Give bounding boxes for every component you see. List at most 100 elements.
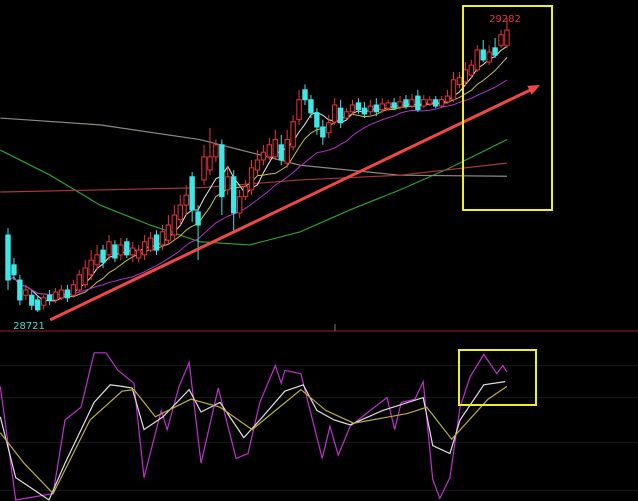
indicator-line-2 <box>0 381 506 501</box>
high-price-label: 29282 <box>489 14 521 25</box>
candle-body <box>355 102 362 111</box>
candle <box>474 45 480 72</box>
candle <box>5 228 11 290</box>
candle <box>153 230 160 255</box>
candle <box>17 274 23 306</box>
candle <box>64 284 71 303</box>
candle <box>23 284 29 300</box>
candle-body <box>189 176 195 211</box>
highlight-box-indicator <box>458 349 537 406</box>
candle-body <box>147 237 154 251</box>
low-price-label: 28721 <box>13 321 45 332</box>
candle <box>130 241 136 263</box>
ma20-line <box>7 79 508 296</box>
candle <box>492 37 498 58</box>
candle-body <box>456 77 463 86</box>
candle <box>385 99 391 111</box>
candle <box>504 17 510 48</box>
candle-body <box>207 156 213 171</box>
candle-body <box>106 241 112 256</box>
candle <box>486 45 492 66</box>
candle-body <box>141 241 148 256</box>
candle <box>498 30 504 48</box>
candle <box>141 234 148 261</box>
candle-body <box>248 167 255 191</box>
candle <box>242 179 249 200</box>
candle <box>343 108 350 120</box>
candle <box>35 295 41 312</box>
candle-body <box>421 99 427 107</box>
candle <box>421 95 427 109</box>
long-moving-average-line <box>0 117 507 177</box>
candle-body <box>130 247 136 256</box>
candle-body <box>308 99 314 114</box>
candle <box>219 139 225 216</box>
price-panel <box>0 17 541 322</box>
candle-body <box>17 279 23 301</box>
candle <box>94 244 100 271</box>
candle-body <box>40 297 47 306</box>
candle-body <box>272 139 279 158</box>
candle-body <box>337 107 344 124</box>
candle <box>82 260 88 288</box>
candle <box>112 240 118 263</box>
candle-body <box>23 289 29 296</box>
candle-body <box>278 144 284 161</box>
candle-body <box>343 111 350 119</box>
candle <box>450 71 457 102</box>
candle-body <box>29 294 35 306</box>
candle <box>320 119 326 145</box>
trend-arrow-head <box>527 85 541 95</box>
candle-body <box>492 47 498 56</box>
candle-body <box>46 294 53 301</box>
candle-body <box>367 105 374 113</box>
candle-body <box>135 249 142 259</box>
candle <box>391 98 397 110</box>
candle <box>183 185 189 216</box>
candle-body <box>320 126 326 138</box>
candle-body <box>284 139 290 164</box>
candle-body <box>438 99 445 107</box>
trend-arrow-line <box>49 87 533 322</box>
candle <box>213 139 219 163</box>
candle-body <box>225 176 231 191</box>
candle <box>231 169 237 233</box>
candle <box>11 258 17 281</box>
candle <box>284 129 290 168</box>
candle <box>177 195 183 225</box>
candle-body <box>64 289 71 299</box>
candle-body <box>236 196 243 214</box>
candle <box>135 244 142 263</box>
candle <box>52 287 59 304</box>
candle-body <box>183 194 189 206</box>
candle <box>195 205 201 261</box>
candle <box>266 137 273 161</box>
candle-body <box>177 204 183 221</box>
candle <box>147 231 154 253</box>
candle-body <box>5 234 11 281</box>
candle <box>397 96 403 110</box>
candle <box>468 59 475 78</box>
candle <box>379 98 385 113</box>
candle <box>314 108 320 135</box>
candle <box>438 96 445 109</box>
indicator-line-1 <box>0 352 508 501</box>
candle-body <box>468 64 475 76</box>
candle <box>159 224 166 251</box>
candle-body <box>444 95 451 103</box>
candle <box>207 128 213 176</box>
candle <box>58 284 65 300</box>
candle-body <box>415 95 421 111</box>
candle-body <box>159 231 166 246</box>
indicator-line-3 <box>0 385 508 495</box>
candle-body <box>432 99 439 107</box>
candle <box>456 71 463 89</box>
candle <box>427 96 433 107</box>
candle-body <box>498 34 504 46</box>
candle <box>415 89 421 112</box>
candle-body <box>58 289 65 299</box>
candle <box>40 295 47 310</box>
candle-body <box>373 104 379 113</box>
candle <box>236 189 243 219</box>
